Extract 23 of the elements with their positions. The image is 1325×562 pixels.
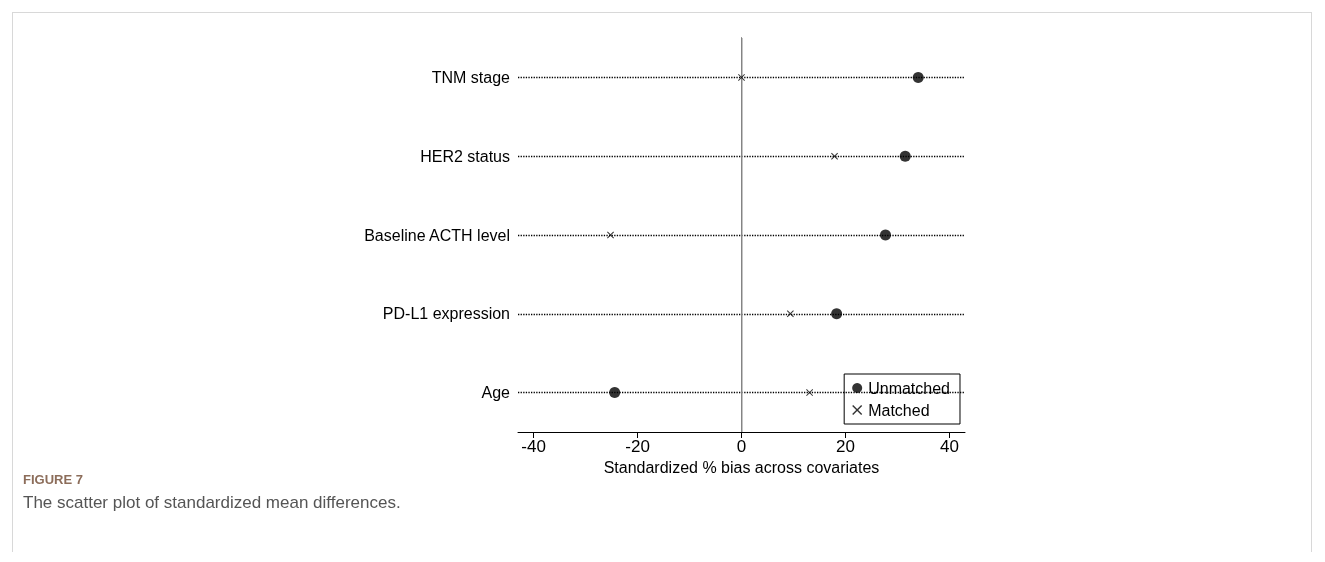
point: [609, 387, 621, 399]
y-tick-label: HER2 status: [420, 147, 510, 165]
y-tick-label: TNM stage: [431, 68, 511, 86]
point: [831, 152, 839, 160]
point: [607, 231, 615, 239]
x-tick-label: 20: [835, 437, 855, 456]
x-tick-label: 40: [939, 437, 959, 456]
y-tick-label: Baseline ACTH level: [364, 226, 510, 244]
x-tick-label: -40: [521, 437, 546, 456]
point: [831, 308, 843, 320]
x-axis-title: Standardized % bias across covariates: [603, 459, 880, 477]
point: [786, 310, 794, 318]
legend-label: Matched: [868, 401, 930, 419]
y-tick-label: Age: [481, 384, 511, 402]
legend-label: Unmatched: [868, 379, 951, 397]
point: [879, 229, 891, 241]
text: The scatter plot of standardized mean differences.: [23, 493, 401, 512]
text: FIGURE 7: [23, 472, 83, 487]
point: [899, 150, 911, 162]
x-tick-label: -20: [625, 437, 650, 456]
point: [912, 71, 924, 83]
x-tick-label: 0: [736, 437, 747, 456]
y-tick-label: PD-L1 expression: [382, 305, 510, 323]
